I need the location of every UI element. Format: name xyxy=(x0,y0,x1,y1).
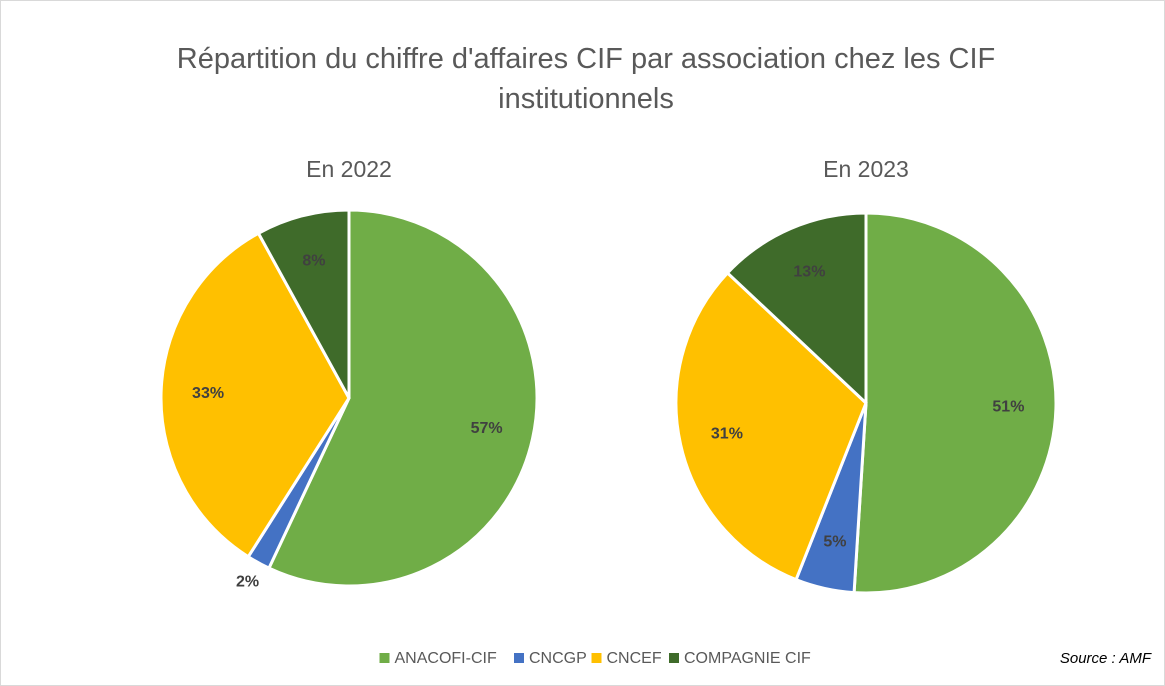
data-label: 2% xyxy=(236,574,259,591)
legend-label: ANACOFI-CIF xyxy=(395,650,497,667)
pie-slice xyxy=(674,270,868,582)
pie-subtitle: En 2023 xyxy=(823,156,909,182)
data-label: 51% xyxy=(992,399,1024,416)
pie-slice xyxy=(256,208,351,399)
pie-subtitle: En 2022 xyxy=(306,156,392,182)
legend-swatch xyxy=(379,653,390,663)
legend-label: CNCEF xyxy=(607,650,662,667)
pie-slice xyxy=(266,208,539,588)
legend-swatch xyxy=(514,653,524,663)
data-label: 33% xyxy=(192,385,224,402)
pie-slice xyxy=(852,211,1058,595)
pie-slice xyxy=(725,211,868,407)
data-label: 31% xyxy=(711,425,743,442)
data-label: 8% xyxy=(302,253,325,270)
data-label: 57% xyxy=(471,420,503,437)
data-label: 13% xyxy=(793,263,825,280)
chart-title: Répartition du chiffre d'affaires CIF pa… xyxy=(176,43,996,115)
data-label: 5% xyxy=(823,533,846,550)
legend-label: CNCGP xyxy=(529,650,587,667)
legend-label: COMPAGNIE CIF xyxy=(684,650,811,667)
legend-swatch xyxy=(669,653,679,663)
source: Source : AMF xyxy=(1060,650,1152,667)
legend-swatch xyxy=(591,653,602,663)
